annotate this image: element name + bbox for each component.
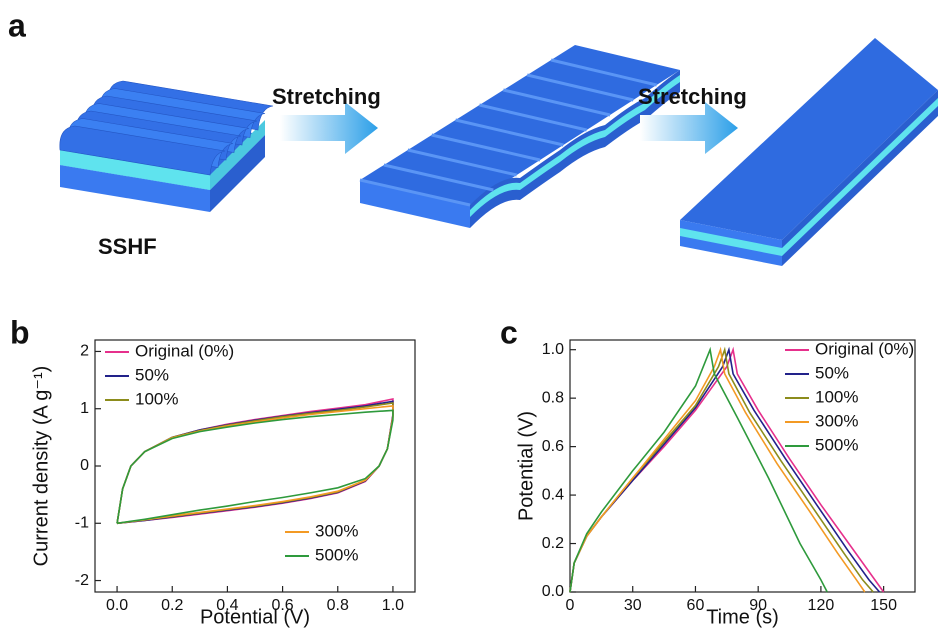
data-line bbox=[570, 350, 880, 592]
x-tick-label: 120 bbox=[808, 597, 835, 614]
x-tick-label: 60 bbox=[687, 597, 705, 614]
arrow-label: Stretching bbox=[272, 84, 381, 109]
figure: a Stretching Stretching SSHF b 0.0 0.2 0.4 0… bbox=[0, 0, 942, 629]
x-tick-label: 150 bbox=[870, 597, 897, 614]
legend-label: 50% bbox=[135, 365, 169, 384]
panel-label: b bbox=[10, 314, 30, 350]
legend-label: 50% bbox=[815, 363, 849, 382]
data-line bbox=[117, 399, 393, 523]
x-tick-label: 0.2 bbox=[161, 597, 183, 614]
legend-label: 100% bbox=[135, 389, 178, 408]
data-line bbox=[570, 350, 865, 592]
y-axis-label: Potential (V) bbox=[515, 411, 537, 521]
x-tick-label: 0 bbox=[566, 597, 575, 614]
legend-label: 500% bbox=[315, 545, 358, 564]
y-tick-label: -1 bbox=[75, 514, 89, 531]
x-tick-label: 0.0 bbox=[106, 597, 128, 614]
arrow bbox=[280, 102, 378, 154]
sample-label: SSHF bbox=[98, 234, 157, 259]
panel-a-illustration bbox=[60, 38, 938, 266]
plot-frame bbox=[570, 340, 915, 592]
y-tick-label: 0.2 bbox=[542, 535, 564, 552]
y-tick-label: 0.0 bbox=[542, 583, 564, 600]
y-axis-label: Current density (A g⁻¹) bbox=[30, 366, 52, 567]
legend-label: Original (0%) bbox=[135, 341, 234, 360]
legend-label: 100% bbox=[815, 387, 858, 406]
y-tick-label: 0.8 bbox=[542, 389, 564, 406]
legend-label: 300% bbox=[315, 521, 358, 540]
legend-label: 300% bbox=[815, 411, 858, 430]
y-tick-label: 0.4 bbox=[542, 486, 564, 503]
y-tick-label: -2 bbox=[75, 572, 89, 589]
y-tick-label: 2 bbox=[80, 343, 89, 360]
y-tick-label: 1 bbox=[80, 400, 89, 417]
x-tick-label: 1.0 bbox=[382, 597, 404, 614]
y-tick-label: 0 bbox=[80, 457, 89, 474]
x-tick-label: 30 bbox=[624, 597, 642, 614]
panel-label: a bbox=[8, 7, 26, 43]
flat-strip bbox=[680, 38, 938, 266]
x-axis-label: Potential (V) bbox=[200, 606, 310, 628]
sshf-block bbox=[60, 81, 273, 212]
x-tick-label: 0.8 bbox=[327, 597, 349, 614]
data-line bbox=[570, 350, 884, 592]
page: a Stretching Stretching SSHF b 0.0 0.2 0.4 0… bbox=[0, 0, 942, 629]
wavy-strip bbox=[360, 45, 680, 228]
legend-label: 500% bbox=[815, 435, 858, 454]
arrow-label: Stretching bbox=[638, 84, 747, 109]
panel-label: c bbox=[500, 314, 518, 350]
legend-label: Original (0%) bbox=[815, 339, 914, 358]
y-tick-label: 0.6 bbox=[542, 438, 564, 455]
x-axis-label: Time (s) bbox=[706, 606, 779, 628]
y-tick-label: 1.0 bbox=[542, 341, 564, 358]
